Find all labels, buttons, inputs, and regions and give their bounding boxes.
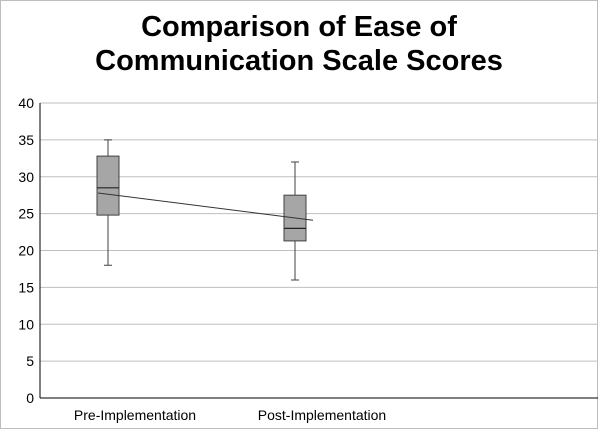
y-tick-label: 20	[18, 243, 34, 259]
y-tick-label: 40	[18, 95, 34, 111]
chart-title-line-2: Communication Scale Scores	[95, 45, 503, 77]
y-tick-label: 25	[18, 206, 34, 222]
chart-title: Comparison of Ease of Communication Scal…	[0, 10, 598, 78]
y-tick-label: 10	[18, 316, 34, 332]
x-category-label: Post-Implementation	[258, 407, 386, 423]
box-iqr	[96, 155, 120, 216]
x-category-label: Pre-Implementation	[74, 407, 196, 423]
y-tick-label: 35	[18, 132, 34, 148]
mean-connecting-line	[97, 192, 314, 221]
chart-title-line-1: Comparison of Ease of	[141, 11, 457, 43]
y-tick-label: 5	[26, 353, 34, 369]
y-tick-label: 30	[18, 169, 34, 185]
boxes	[96, 139, 314, 281]
axes	[39, 103, 598, 399]
x-category-labels: Pre-Implementation Post-Implementation	[74, 407, 386, 423]
box-group	[96, 139, 120, 266]
y-tick-label: 15	[18, 279, 34, 295]
gridlines	[40, 102, 598, 362]
y-tick-labels: 0 5 10 15 20 25 30 35 40	[18, 95, 34, 406]
y-tick-label: 0	[26, 390, 34, 406]
box-group	[283, 161, 307, 281]
